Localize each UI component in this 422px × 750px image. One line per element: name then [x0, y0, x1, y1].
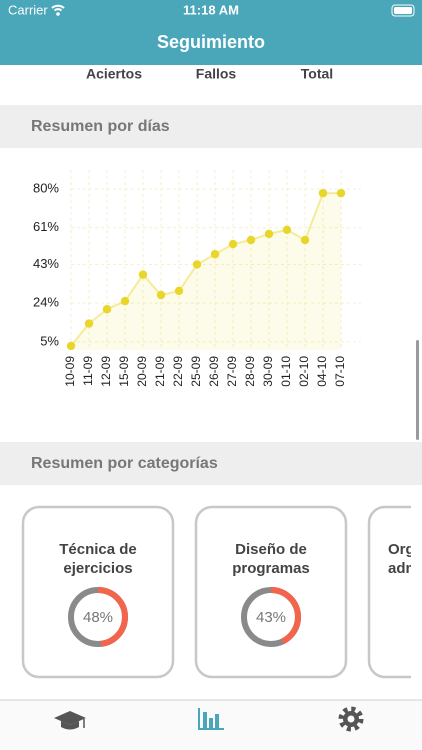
card-title: Org — [388, 541, 415, 558]
point — [282, 225, 292, 235]
section-title: Resumen por categorías — [31, 455, 218, 472]
ring-progress — [241, 587, 301, 647]
x-tick-label: 10-09 — [63, 356, 77, 387]
x-tick-label: 26-09 — [207, 356, 221, 387]
point — [156, 290, 166, 300]
y-tick-label: 24% — [33, 295, 59, 310]
x-tick-label: 11-09 — [81, 356, 95, 386]
card-frame — [367, 505, 411, 679]
section-header — [0, 105, 422, 148]
x-tick-label: 21-09 — [153, 356, 167, 387]
clock: 11:18 AM — [183, 2, 239, 17]
y-tick-label: 80% — [33, 181, 59, 196]
battery-level — [394, 7, 412, 14]
x-tick-label: 07-10 — [333, 356, 347, 387]
x-tick-label: 22-09 — [171, 356, 185, 387]
scroll-indicator — [416, 340, 419, 440]
point — [174, 286, 184, 296]
carrier: Carrier — [8, 2, 48, 17]
stats-header: Total — [301, 66, 333, 82]
card-title: adm — [388, 560, 419, 577]
point — [318, 188, 328, 198]
point — [138, 270, 148, 279]
tab-stats[interactable] — [198, 708, 224, 730]
stats-header: Fallos — [196, 66, 237, 82]
area — [71, 193, 341, 350]
category-card[interactable]: Org adm — [367, 505, 422, 679]
point — [102, 305, 112, 314]
battery — [391, 4, 415, 17]
ring-label: 48% — [83, 609, 113, 626]
tab-learn[interactable] — [54, 711, 86, 730]
y-tick-label: 43% — [33, 256, 59, 271]
nav-bar — [0, 0, 422, 65]
card-title: Técnica de — [59, 541, 137, 558]
x-tick-label: 12-09 — [99, 356, 113, 387]
x-tick-label: 20-09 — [135, 356, 149, 387]
x-tick-label: 04-10 — [315, 356, 329, 387]
point — [210, 250, 220, 259]
category-card[interactable]: Diseño de programas 43% — [194, 505, 348, 679]
x-tick-label: 30-09 — [261, 356, 275, 387]
line — [70, 192, 341, 347]
point — [336, 188, 346, 198]
x-tick-label: 15-09 — [117, 356, 131, 387]
point — [300, 235, 310, 245]
section-title: Resumen por días — [31, 118, 170, 135]
point — [264, 229, 274, 239]
y-tick-label: 5% — [40, 333, 59, 348]
point — [120, 296, 130, 306]
wifi-icon — [51, 4, 65, 12]
x-tick-label: 27-09 — [225, 356, 239, 387]
ring-label: 43% — [256, 609, 286, 626]
x-tick-label: 01-10 — [279, 356, 293, 387]
tab-settings[interactable] — [338, 706, 364, 732]
nav-title: Seguimiento — [157, 32, 265, 52]
x-tick-label: 25-09 — [189, 356, 203, 387]
y-tick-label: 61% — [33, 219, 59, 234]
section-header — [0, 442, 422, 485]
line-chart: 5% 24% 43% 61% 80% 10-09 11-09 12-09 15-09 20-09 2… — [33, 170, 361, 387]
point — [66, 341, 76, 351]
point — [246, 235, 256, 245]
card-title: ejercicios — [63, 560, 132, 577]
category-cards[interactable]: Técnica de ejercicios 48% Diseño de programa… — [21, 505, 422, 679]
stats-header: Aciertos — [86, 66, 142, 82]
point — [192, 260, 202, 269]
point — [228, 239, 238, 249]
x-tick-label: 28-09 — [243, 356, 257, 387]
wifi-dot — [56, 12, 60, 16]
card-title: programas — [232, 560, 310, 577]
x-tick-label: 02-10 — [297, 356, 311, 387]
point — [84, 319, 94, 328]
category-card[interactable]: Técnica de ejercicios 48% — [21, 505, 175, 679]
ring-progress — [68, 587, 128, 647]
card-title: Diseño de — [235, 541, 307, 558]
